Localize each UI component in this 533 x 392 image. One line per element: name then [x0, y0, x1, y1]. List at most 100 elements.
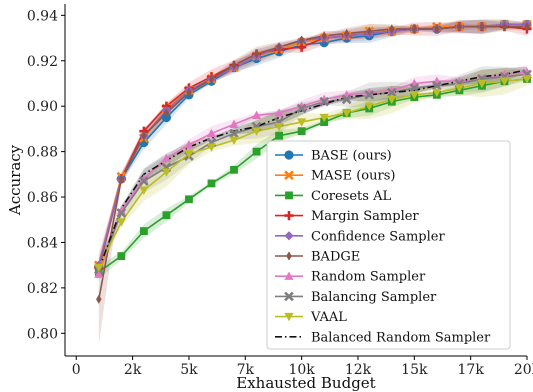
vaal-point — [206, 143, 217, 152]
random-sampler-band — [98, 65, 528, 282]
coresets-al-point — [297, 127, 306, 136]
coresets-al-point — [139, 227, 148, 236]
badge-point — [298, 35, 305, 45]
legend-swatch-marker — [284, 231, 294, 241]
coresets-al-point — [162, 211, 171, 220]
badge-point — [163, 108, 170, 118]
balancing-sampler-point — [409, 83, 420, 93]
x-tick-label: 15k — [401, 362, 428, 378]
coresets-al-point — [230, 165, 238, 174]
y-tick-label: 0.88 — [27, 145, 58, 161]
x-tick-label: 5k — [180, 362, 198, 378]
vaal-point — [229, 136, 239, 145]
vaal-point — [94, 263, 104, 273]
y-tick-label: 0.90 — [27, 99, 58, 115]
y-tick-label: 0.92 — [27, 54, 58, 70]
vaal-point — [477, 79, 487, 89]
x-tick-label: 17k — [458, 362, 485, 378]
vaal-point — [274, 122, 284, 132]
legend-label: VAAL — [310, 310, 347, 325]
random-sampler-point — [206, 128, 217, 138]
legend-item-balanced-random-sampler: Balanced Random Sampler — [275, 330, 491, 345]
vaal-point — [432, 88, 442, 98]
margin-sampler-point — [297, 42, 307, 52]
legend-swatch-marker — [284, 271, 294, 280]
random-sampler-point — [94, 269, 104, 278]
legend-item-margin-sampler: Margin Sampler — [275, 209, 419, 224]
badge-point — [231, 60, 237, 70]
badge-point — [321, 31, 327, 41]
coresets-al-point — [117, 252, 126, 260]
legend-label: Margin Sampler — [311, 209, 419, 224]
legend-item-vaal: VAAL — [275, 310, 347, 325]
vaal-point — [161, 168, 172, 177]
badge-point — [186, 87, 192, 98]
badge-points — [96, 22, 530, 304]
badge-point — [479, 22, 485, 32]
random-sampler-point — [274, 108, 284, 117]
random-sampler-point — [229, 119, 239, 129]
axes — [64, 4, 527, 357]
random-sampler-point — [161, 153, 172, 163]
vaal-point — [116, 218, 126, 227]
x-tick-label: 0 — [72, 362, 81, 378]
coresets-al-point — [275, 131, 284, 140]
badge-point — [389, 24, 395, 34]
legend: BASE (ours) MASE (ours) Coresets AL Margin … — [266, 140, 511, 350]
badge-point — [524, 22, 530, 32]
badge-point — [501, 22, 508, 32]
series-markers — [93, 19, 532, 304]
vaal-point — [522, 75, 532, 84]
legend-label: Random Sampler — [311, 270, 426, 285]
balancing-sampler-point — [229, 128, 239, 139]
coresets-al-point — [185, 195, 193, 204]
coresets-al-point — [252, 147, 261, 156]
badge-point — [276, 42, 282, 52]
vaal-point — [251, 127, 262, 136]
badge-point — [208, 74, 215, 84]
balancing-sampler-point — [319, 96, 330, 107]
badge-point — [118, 174, 125, 184]
legend-label: Confidence Sampler — [311, 229, 445, 244]
y-tick-label: 0.82 — [27, 281, 58, 297]
balancing-sampler-point — [432, 80, 442, 91]
balancing-sampler-point — [139, 176, 149, 186]
vaal-point — [139, 186, 149, 195]
badge-point — [411, 24, 418, 34]
vaal-points — [94, 75, 532, 273]
legend-item-base-ours: BASE (ours) — [275, 149, 392, 164]
balancing-sampler-point — [116, 208, 127, 218]
balancing-sampler-point — [386, 87, 397, 98]
badge-point — [96, 294, 102, 304]
legend-box — [266, 140, 511, 350]
badge-point — [366, 26, 373, 36]
legend-item-mase-ours: MASE (ours) — [275, 169, 395, 184]
legend-label: Coresets AL — [311, 189, 391, 204]
vaal-point — [364, 102, 374, 111]
legend-label: Balanced Random Sampler — [311, 330, 491, 345]
balancing-sampler-point — [296, 103, 307, 114]
vaal-point — [387, 95, 397, 104]
x-ticks: 0 2k 5k 7k 10k 12k 15k 17k 20k — [72, 356, 533, 378]
coresets-al-point — [207, 179, 216, 188]
y-axis-label: Accuracy — [6, 144, 24, 216]
x-tick-label: 12k — [345, 362, 372, 378]
balanced-random-sampler-band — [98, 66, 528, 277]
vaal-point — [297, 118, 307, 127]
legend-swatch-marker — [284, 211, 294, 221]
legend-label: Balancing Sampler — [311, 290, 437, 305]
vaal-point — [342, 109, 352, 118]
badge-point — [343, 28, 350, 39]
balancing-sampler-point — [364, 90, 375, 100]
legend-swatch-marker — [284, 150, 294, 160]
badge-point — [253, 49, 260, 59]
y-tick-label: 0.84 — [27, 235, 58, 251]
legend-swatch-marker — [286, 251, 292, 261]
x-axis-label: Exhausted Budget — [236, 374, 375, 392]
legend-label: BADGE — [311, 250, 360, 265]
y-tick-label: 0.86 — [27, 190, 58, 206]
x-tick-label: 10k — [288, 362, 315, 378]
legend-label: BASE (ours) — [311, 149, 392, 164]
legend-item-badge: BADGE — [275, 250, 360, 265]
